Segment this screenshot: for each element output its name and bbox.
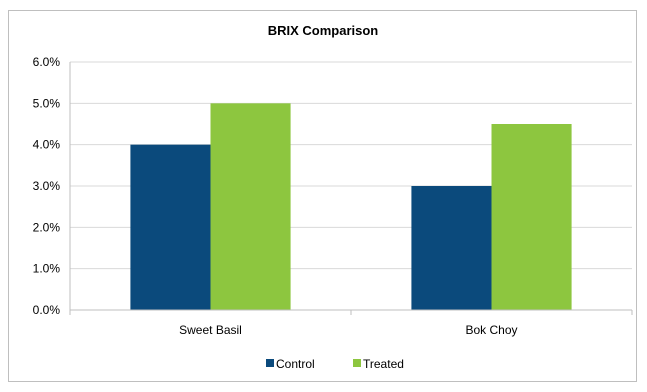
bar-control-bok-choy	[411, 186, 492, 310]
y-axis: 0.0% 1.0% 2.0% 3.0% 4.0% 5.0% 6.0%	[33, 55, 71, 317]
bars	[130, 103, 572, 310]
y-tick-label: 5.0%	[33, 96, 61, 110]
x-tick-label: Bok Choy	[465, 323, 517, 337]
x-axis: Sweet Basil Bok Choy	[69, 309, 633, 337]
bar-treated-bok-choy	[491, 124, 572, 310]
y-tick-label: 4.0%	[33, 138, 61, 152]
y-tick-label: 1.0%	[33, 262, 61, 276]
bar-control-sweet-basil	[130, 144, 211, 310]
y-tick-label: 0.0%	[33, 303, 61, 317]
legend: Control Treated	[266, 357, 404, 371]
chart-title: BRIX Comparison	[268, 23, 379, 38]
y-tick-label: 3.0%	[33, 179, 61, 193]
bar-treated-sweet-basil	[210, 103, 291, 310]
legend-label-treated: Treated	[363, 357, 404, 371]
legend-swatch-control	[266, 359, 274, 367]
y-tick-label: 2.0%	[33, 220, 61, 234]
legend-swatch-treated	[353, 359, 361, 367]
x-tick-label: Sweet Basil	[179, 323, 242, 337]
legend-label-control: Control	[276, 357, 315, 371]
y-tick-label: 6.0%	[33, 55, 61, 69]
